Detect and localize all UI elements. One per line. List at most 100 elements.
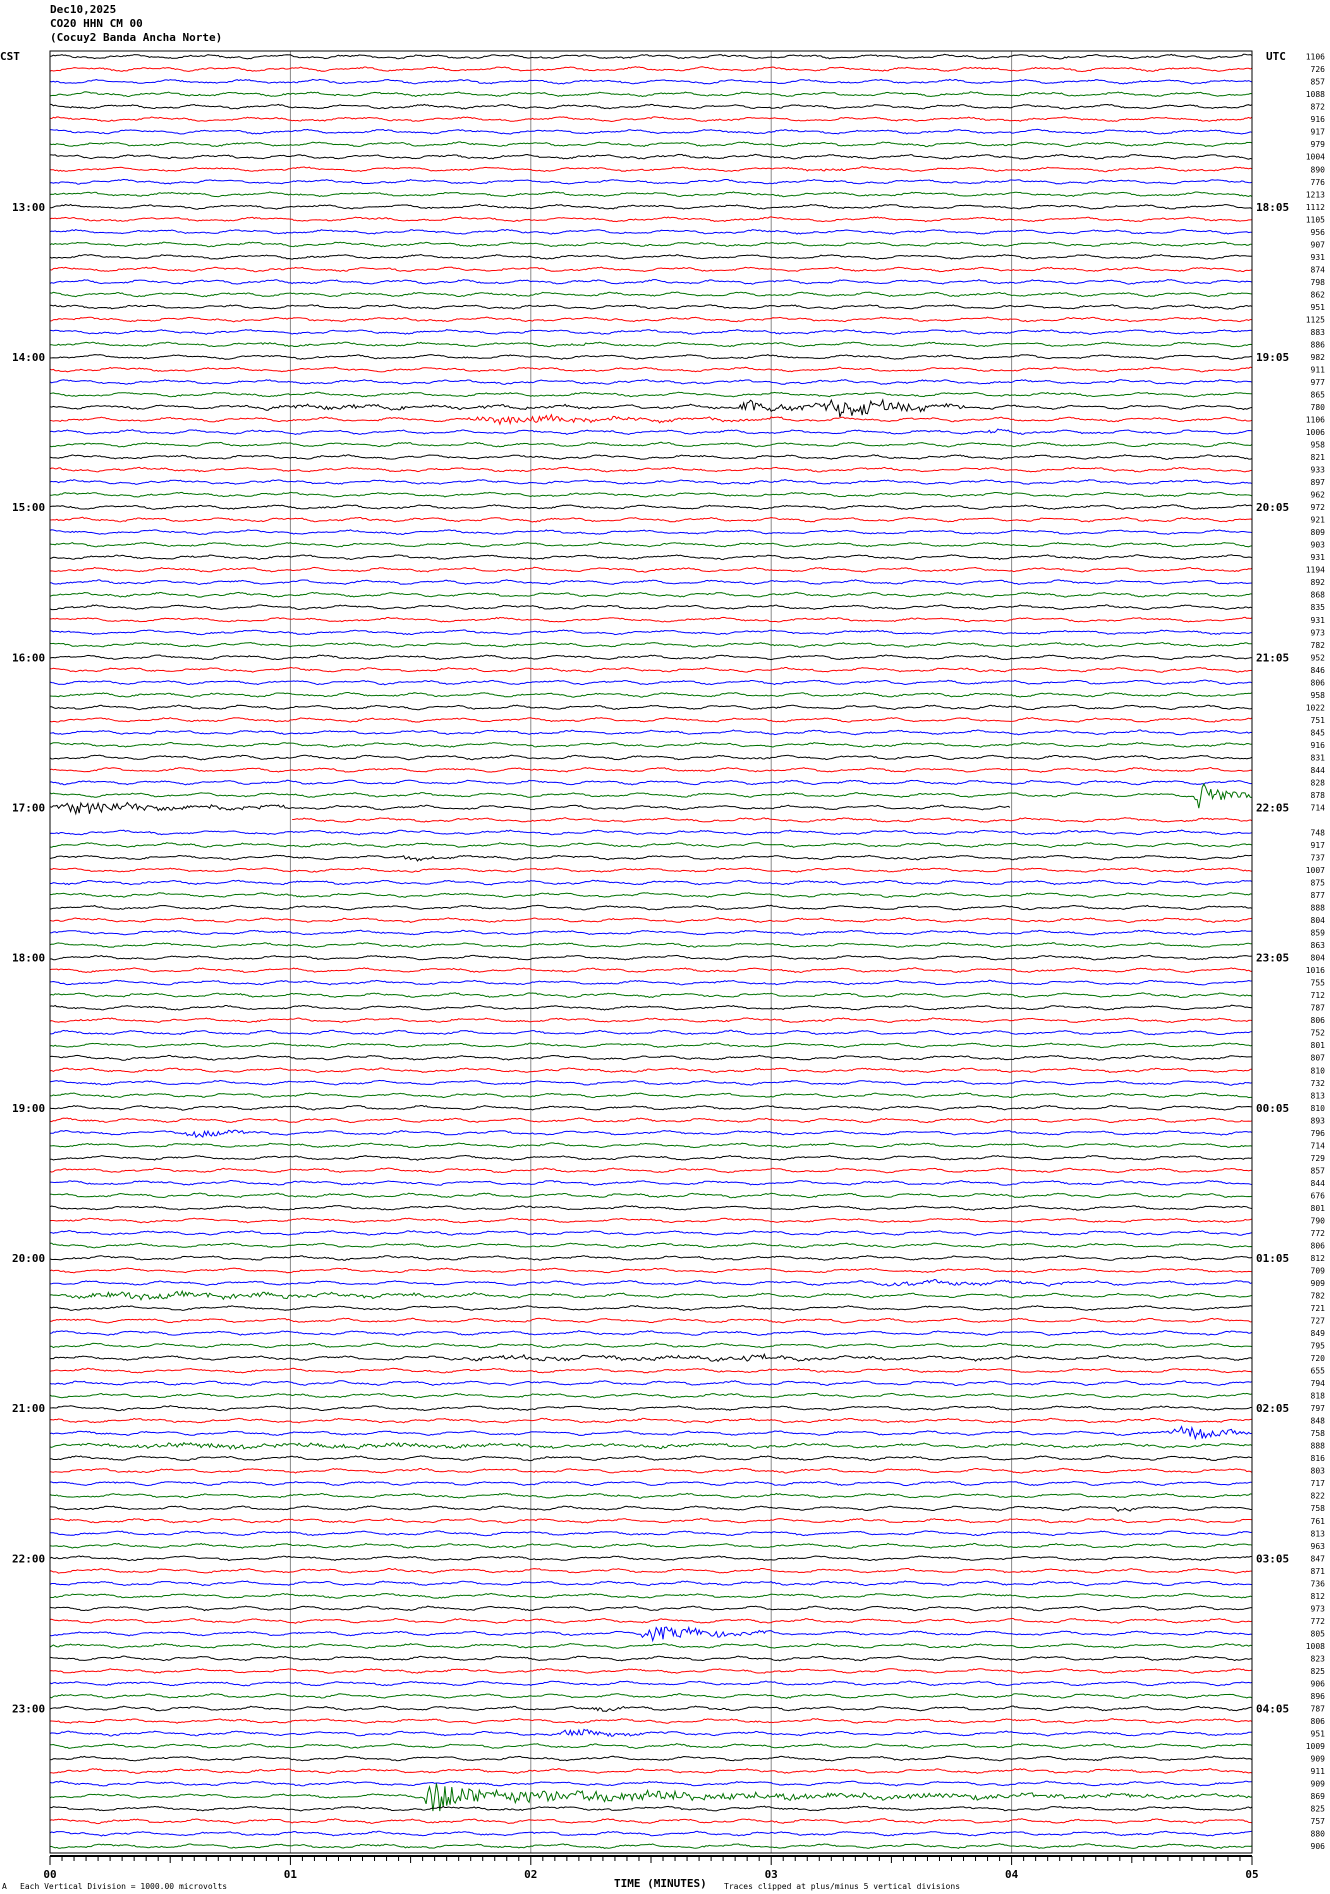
- trace-value: 806: [1311, 1717, 1326, 1726]
- trace-line: [49, 53, 1253, 60]
- trace-line: [49, 1017, 1253, 1024]
- trace-value: 801: [1311, 1041, 1326, 1050]
- trace-value: 736: [1311, 1579, 1326, 1588]
- right-hour-label: 01:05: [1256, 1252, 1289, 1265]
- trace-line: [49, 1617, 1253, 1624]
- trace-value: 1009: [1306, 1742, 1325, 1751]
- trace-value: 979: [1311, 140, 1326, 149]
- trace-line: [49, 1805, 1253, 1812]
- trace-value: 1112: [1306, 203, 1325, 212]
- trace-line: [49, 1655, 1253, 1662]
- trace-value: 888: [1311, 904, 1326, 913]
- trace-value: 907: [1311, 240, 1326, 249]
- trace-value: 973: [1311, 1604, 1326, 1613]
- trace-line: [49, 942, 1252, 949]
- trace-value: 848: [1311, 1417, 1326, 1426]
- trace-line: [49, 1342, 1253, 1349]
- trace-value: 787: [1311, 1704, 1326, 1713]
- right-hour-label: 03:05: [1256, 1552, 1289, 1565]
- trace-line: [49, 1029, 1253, 1036]
- trace-line: [49, 1642, 1253, 1649]
- x-tick-label: 05: [1245, 1868, 1258, 1881]
- left-hour-label: 16:00: [12, 651, 45, 664]
- trace-line: [49, 1530, 1253, 1537]
- trace-value: 835: [1311, 603, 1326, 612]
- trace-line: [49, 66, 1253, 73]
- trace-line: [49, 1455, 1253, 1462]
- trace-value: 847: [1311, 1554, 1326, 1563]
- trace-value: 721: [1311, 1304, 1326, 1313]
- plot-frame: [49, 50, 1253, 1854]
- trace-value: 849: [1311, 1329, 1326, 1338]
- trace-line: [49, 1705, 1253, 1712]
- trace-value: 717: [1311, 1479, 1326, 1488]
- trace-value: 977: [1311, 378, 1326, 387]
- trace-line: [49, 1255, 1253, 1261]
- trace-line: [49, 479, 1253, 485]
- trace-value: 865: [1311, 391, 1326, 400]
- right-hour-label: 21:05: [1256, 651, 1289, 664]
- trace-value: 809: [1311, 528, 1326, 537]
- left-hour-label: 23:00: [12, 1702, 45, 1715]
- trace-value: 825: [1311, 1667, 1326, 1676]
- trace-line: [49, 591, 1252, 598]
- right-hour-label: 19:05: [1256, 351, 1289, 364]
- trace-line: [49, 1317, 1253, 1324]
- trace-line: [49, 1605, 1253, 1612]
- trace-line: [49, 1229, 1253, 1236]
- grid: [289, 51, 1013, 1853]
- trace-value: 845: [1311, 728, 1326, 737]
- left-hour-label: 21:00: [12, 1402, 45, 1415]
- trace-value: 917: [1311, 128, 1326, 137]
- trace-line: [49, 1205, 1253, 1211]
- trace-line: [49, 1492, 1253, 1499]
- trace-value: 726: [1311, 65, 1326, 74]
- trace-line: [49, 1505, 1253, 1513]
- trace-value: 886: [1311, 340, 1326, 349]
- trace-line: [50, 491, 1253, 498]
- trace-value: 794: [1311, 1379, 1326, 1388]
- trace-line: [49, 91, 1253, 98]
- trace-value: 790: [1311, 1216, 1326, 1225]
- trace-value: 859: [1311, 929, 1326, 938]
- trace-line: [49, 529, 1253, 536]
- trace-value: 909: [1311, 1279, 1326, 1288]
- trace-line: [50, 153, 1253, 160]
- trace-value: 748: [1311, 828, 1326, 837]
- trace-line: [49, 929, 1253, 936]
- left-hour-label: 13:00: [12, 201, 45, 214]
- right-hour-label: 20:05: [1256, 501, 1289, 514]
- trace-value: 1194: [1306, 566, 1325, 575]
- trace-value: 782: [1311, 641, 1326, 650]
- trace-value: 813: [1311, 1091, 1326, 1100]
- trace-line: [50, 879, 1253, 886]
- trace-line: [49, 729, 1253, 736]
- corner-mark: A: [2, 1882, 7, 1891]
- trace-line: [49, 1367, 1253, 1374]
- trace-line: [50, 1154, 1253, 1161]
- trace-line: [50, 1480, 1253, 1487]
- trace-line: [50, 1129, 1253, 1139]
- trace-line: [49, 629, 1253, 636]
- trace-line: [292, 817, 1253, 823]
- trace-line: [49, 316, 1253, 323]
- trace-value: 972: [1311, 503, 1326, 512]
- trace-value: 796: [1311, 1129, 1326, 1138]
- trace-line: [49, 917, 1253, 924]
- trace-line: [49, 854, 1253, 862]
- trace-line: [50, 1242, 1253, 1249]
- trace-value: 772: [1311, 1617, 1326, 1626]
- trace-line: [49, 801, 1011, 816]
- trace-value: 758: [1311, 1504, 1326, 1513]
- right-hour-label: 02:05: [1256, 1402, 1289, 1415]
- trace-value: 782: [1311, 1292, 1326, 1301]
- trace-value: 896: [1311, 1692, 1326, 1701]
- trace-line: [49, 1667, 1253, 1674]
- left-hour-label: 20:00: [12, 1252, 45, 1265]
- trace-line: [49, 904, 1253, 911]
- trace-value: 857: [1311, 1166, 1326, 1175]
- trace-value: 804: [1311, 954, 1326, 963]
- trace-line: [49, 1267, 1253, 1274]
- trace-value: 868: [1311, 591, 1326, 600]
- trace-line: [49, 717, 1253, 723]
